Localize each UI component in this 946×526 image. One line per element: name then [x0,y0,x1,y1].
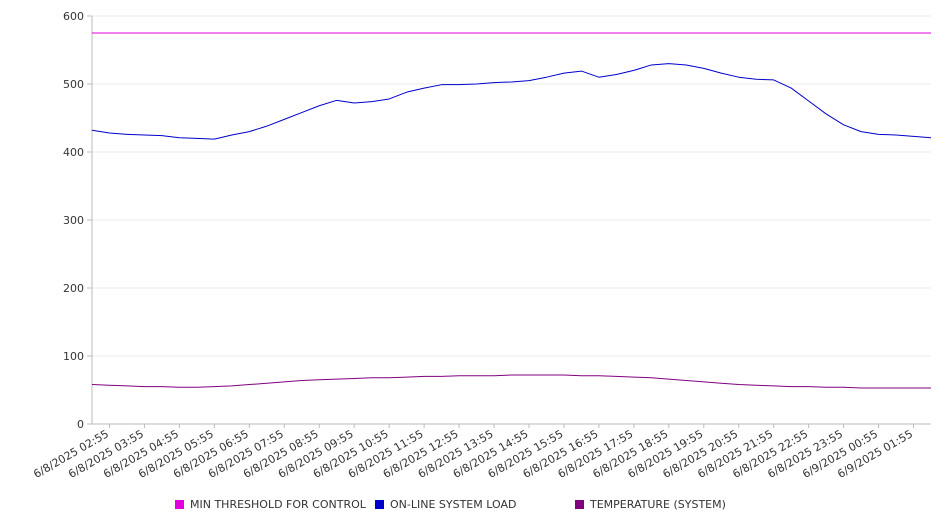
y-tick-label: 600 [63,10,84,23]
y-tick-label: 400 [63,146,84,159]
series-line-temperature-system [91,374,931,389]
y-tick-label: 0 [77,418,84,431]
legend-label-min-threshold: MIN THRESHOLD FOR CONTROL [190,498,366,511]
y-tick-label: 200 [63,282,84,295]
legend-item-min-threshold[interactable]: MIN THRESHOLD FOR CONTROL [175,498,366,511]
legend-item-system-load[interactable]: ON-LINE SYSTEM LOAD [375,498,516,511]
legend-swatch-temperature [575,500,584,509]
y-tick-label: 100 [63,350,84,363]
series-line-on-line-system-load [91,63,932,140]
y-tick-label: 500 [63,78,84,91]
gridlines [92,15,931,357]
legend-label-temperature: TEMPERATURE (SYSTEM) [590,498,726,511]
legend-label-system-load: ON-LINE SYSTEM LOAD [390,498,517,511]
legend: MIN THRESHOLD FOR CONTROL ON-LINE SYSTEM… [0,498,946,514]
y-tick-labels: 0 100 200 300 400 500 600 [63,10,84,431]
axes [87,15,931,428]
legend-swatch-system-load [375,500,384,509]
x-tick-labels: 6/8/2025 02:556/8/2025 03:556/8/2025 04:… [31,427,915,481]
y-tick-label: 300 [63,214,84,227]
legend-swatch-min-threshold [175,500,184,509]
legend-item-temperature[interactable]: TEMPERATURE (SYSTEM) [575,498,726,511]
series-lines [91,32,932,389]
